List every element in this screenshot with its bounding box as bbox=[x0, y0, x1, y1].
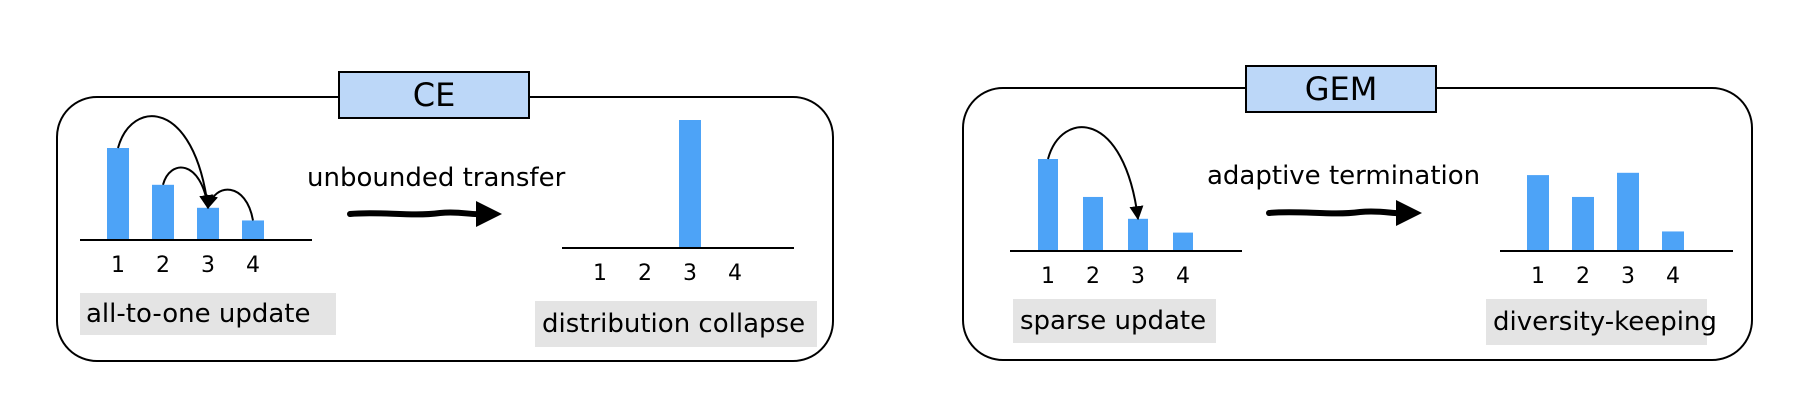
gem-before-caption-box bbox=[1013, 299, 1216, 343]
ce-before-caption: all-to-one update bbox=[86, 299, 310, 329]
gem-before-tick-3: 3 bbox=[1131, 264, 1145, 289]
gem-arc-1-to-3 bbox=[1047, 126, 1144, 221]
gem-before-arcs bbox=[1047, 126, 1144, 221]
gem-process-label: adaptive termination bbox=[1207, 161, 1480, 191]
ce-panel: CE 1 2 3 4 all-to-one update unbounded tran… bbox=[56, 71, 834, 362]
ce-after-bar-3 bbox=[679, 120, 701, 248]
ce-arc-1-to-3 bbox=[117, 115, 214, 210]
gem-process-arrow bbox=[1266, 208, 1403, 217]
ce-after-chart: 1 2 3 4 bbox=[593, 120, 742, 286]
gem-panel: GEM 1 2 3 4 sparse update adaptive terminat… bbox=[962, 65, 1753, 361]
gem-after-caption: diversity-keeping bbox=[1493, 307, 1717, 337]
gem-title: GEM bbox=[1305, 70, 1378, 108]
ce-before-tick-4: 4 bbox=[246, 253, 260, 278]
gem-after-bar-3 bbox=[1617, 172, 1639, 251]
gem-before-caption: sparse update bbox=[1020, 306, 1206, 336]
gem-before-bar-4 bbox=[1173, 232, 1193, 251]
gem-before-tick-1: 1 bbox=[1041, 264, 1055, 289]
gem-before-bar-1 bbox=[1038, 159, 1058, 251]
gem-title-box bbox=[1245, 65, 1437, 113]
gem-before-chart: 1 2 3 4 bbox=[1038, 159, 1193, 289]
gem-after-tick-3: 3 bbox=[1621, 264, 1635, 289]
ce-after-caption: distribution collapse bbox=[542, 309, 805, 339]
ce-after-tick-2: 2 bbox=[638, 261, 652, 286]
gem-after-bar-1 bbox=[1527, 175, 1549, 251]
ce-after-tick-4: 4 bbox=[728, 261, 742, 286]
gem-after-tick-1: 1 bbox=[1531, 264, 1545, 289]
ce-before-tick-3: 3 bbox=[201, 253, 215, 278]
gem-process-arrow-head bbox=[1396, 200, 1422, 226]
gem-before-tick-4: 4 bbox=[1176, 264, 1190, 289]
ce-before-bar-3 bbox=[197, 207, 219, 240]
ce-before-bar-4 bbox=[242, 220, 264, 240]
ce-after-tick-3: 3 bbox=[683, 261, 697, 286]
gem-after-tick-4: 4 bbox=[1666, 264, 1680, 289]
gem-before-bar-2 bbox=[1083, 196, 1103, 251]
ce-process-arrow bbox=[347, 209, 483, 218]
ce-before-caption-box bbox=[80, 293, 336, 335]
gem-after-bar-2 bbox=[1572, 196, 1594, 251]
ce-before-chart: 1 2 3 4 bbox=[107, 148, 264, 278]
ce-before-tick-1: 1 bbox=[111, 253, 125, 278]
ce-title: CE bbox=[413, 76, 456, 114]
gem-before-bar-3 bbox=[1128, 218, 1148, 251]
ce-after-caption-box bbox=[535, 301, 817, 347]
ce-before-bar-1 bbox=[107, 148, 129, 240]
gem-after-bar-4 bbox=[1662, 231, 1684, 251]
ce-before-arcs bbox=[117, 115, 254, 221]
gem-before-tick-2: 2 bbox=[1086, 264, 1100, 289]
ce-title-box bbox=[338, 71, 530, 119]
gem-after-tick-2: 2 bbox=[1576, 264, 1590, 289]
ce-before-tick-2: 2 bbox=[156, 253, 170, 278]
ce-arc-4-to-3 bbox=[204, 188, 254, 221]
gem-after-caption-box bbox=[1486, 299, 1707, 345]
ce-process-label: unbounded transfer bbox=[307, 163, 566, 193]
gem-after-chart: 1 2 3 4 bbox=[1527, 172, 1684, 289]
ce-process-arrow-head bbox=[476, 201, 502, 227]
ce-before-bar-2 bbox=[152, 184, 174, 240]
ce-after-tick-1: 1 bbox=[593, 261, 607, 286]
